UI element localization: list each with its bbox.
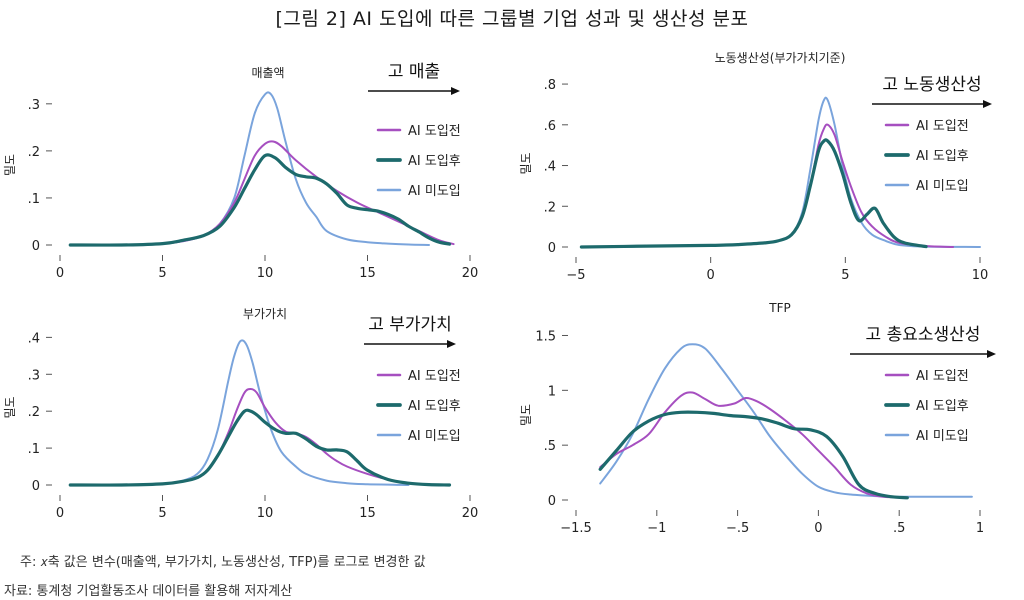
y-tick-label: .5	[544, 439, 556, 454]
y-tick-label: .2	[28, 145, 40, 160]
annotation-text: 고 총요소생산성	[866, 325, 981, 345]
legend-label: AI 미도입	[916, 179, 969, 194]
y-tick-label: 0	[32, 239, 40, 254]
x-tick-label: −5	[566, 268, 585, 283]
series-line-after	[68, 153, 452, 247]
series-line-after	[68, 408, 452, 487]
x-tick-label: 10	[972, 268, 989, 283]
y-tick-label: .4	[28, 331, 40, 346]
y-tick-label: 1	[548, 384, 556, 399]
legend-label: AI 미도입	[408, 184, 461, 199]
y-tick-label: .3	[28, 368, 40, 383]
y-tick-label: .4	[544, 160, 556, 175]
y-tick-label: .2	[544, 200, 556, 215]
figure-title: [그림 2] AI 도입에 따른 그룹별 기업 성과 및 생산성 분포	[275, 8, 749, 30]
chart-panel-value-added: 부가가치 0 .1 .2 .3 .4 밀도 0 5 10 15 20 고 부가가치 AI 도입전 AI 도입…	[0, 300, 500, 530]
y-tick-label: .2	[28, 405, 40, 420]
panel-title: TFP	[768, 301, 790, 315]
y-tick-label: 1.5	[535, 329, 556, 344]
legend-label: AI 미도입	[408, 429, 461, 444]
series-line-none	[69, 339, 410, 487]
chart-panel-tfp: TFP 0 .5 1 1.5 밀도 −1.5 −1 −.5 0 .5 1 고 총요소생산성 AI 도입전 A…	[519, 300, 1024, 536]
annotation-arrow-head	[983, 100, 992, 108]
annotation-arrow-head	[987, 350, 996, 358]
y-tick-label: .1	[28, 442, 40, 457]
x-tick-label: −.5	[726, 521, 749, 536]
series-line-after	[579, 138, 928, 249]
panel-title: 매출액	[251, 66, 284, 80]
x-tick-label: 15	[359, 266, 376, 281]
series-line-before	[599, 391, 909, 499]
legend-label: AI 도입후	[916, 399, 969, 414]
legend-label: AI 도입후	[408, 399, 461, 414]
legend-label: AI 미도입	[916, 429, 969, 444]
x-tick-label: 5	[158, 266, 166, 281]
source-note: 자료: 통계청 기업활동조사 데이터를 활용해 저자계산	[4, 584, 293, 599]
x-tick-label: 5	[841, 268, 849, 283]
x-tick-label: 10	[257, 266, 274, 281]
legend-label: AI 도입전	[916, 119, 969, 134]
x-tick-label: −1.5	[560, 521, 592, 536]
annotation-arrow-head	[451, 87, 460, 95]
panel-title: 노동생산성(부가가치기준)	[715, 51, 846, 65]
legend-label: AI 도입후	[408, 154, 461, 169]
annotation-arrow-head	[447, 340, 456, 348]
y-tick-label: 0	[548, 494, 556, 509]
x-tick-label: 20	[462, 266, 479, 281]
x-tick-label: .5	[893, 521, 905, 536]
x-tick-label: 0	[814, 521, 822, 536]
x-tick-label: 20	[462, 506, 479, 521]
footnote: 주: 𝑥축 값은 변수(매출액, 부가가치, 노동생산성, TFP)를 로그로 …	[20, 555, 426, 570]
y-tick-label: .6	[544, 119, 556, 134]
legend-label: AI 도입전	[916, 369, 969, 384]
legend-label: AI 도입후	[916, 149, 969, 164]
chart-labor-productivity: 노동생산성(부가가치기준) 0 .2 .4 .6 .8 밀도 −5 0 5 10 고 노동생산성 AI …	[519, 51, 992, 283]
chart-panel-sales: 매출액 0 .1 .2 .3 밀도 0 5 10 15 20 고 매출 AI 도입전 AI 도입후 AI 미…	[0, 55, 500, 295]
series-line-after	[598, 410, 909, 500]
legend-label: AI 도입전	[408, 124, 461, 139]
x-tick-label: 0	[56, 506, 64, 521]
chart-panel-labor-productivity: 노동생산성(부가가치기준) 0 .2 .4 .6 .8 밀도 −5 0 5 10 고 노동생산성 AI …	[519, 40, 1024, 283]
y-tick-label: 0	[548, 241, 556, 256]
chart-tfp: TFP 0 .5 1 1.5 밀도 −1.5 −1 −.5 0 .5 1 고 총요소생산성 AI 도입전 A…	[519, 301, 996, 536]
y-axis-label: 밀도	[3, 154, 17, 176]
x-tick-label: 5	[158, 506, 166, 521]
annotation-text: 고 노동생산성	[882, 75, 981, 95]
x-tick-label: 0	[707, 268, 715, 283]
panel-title: 부가가치	[243, 307, 287, 321]
annotation-text: 고 매출	[388, 62, 440, 82]
x-tick-label: 0	[56, 266, 64, 281]
x-tick-label: 1	[976, 521, 984, 536]
x-tick-label: 15	[359, 506, 376, 521]
annotation-text: 고 부가가치	[368, 315, 452, 335]
y-tick-label: 0	[32, 479, 40, 494]
legend-label: AI 도입전	[408, 369, 461, 384]
y-tick-label: .1	[28, 192, 40, 207]
chart-sales: 매출액 0 .1 .2 .3 밀도 0 5 10 15 20 고 매출 AI 도입전 AI 도입후 AI 미…	[3, 62, 479, 281]
y-tick-label: .3	[28, 98, 40, 113]
y-tick-label: .8	[544, 78, 556, 93]
x-tick-label: 10	[257, 506, 274, 521]
y-axis-label: 밀도	[3, 396, 17, 418]
x-tick-label: −1	[647, 521, 666, 536]
y-axis-label: 밀도	[519, 404, 533, 426]
chart-value-added: 부가가치 0 .1 .2 .3 .4 밀도 0 5 10 15 20 고 부가가치 AI 도입전 AI 도입…	[3, 307, 479, 521]
y-axis-label: 밀도	[519, 152, 533, 174]
